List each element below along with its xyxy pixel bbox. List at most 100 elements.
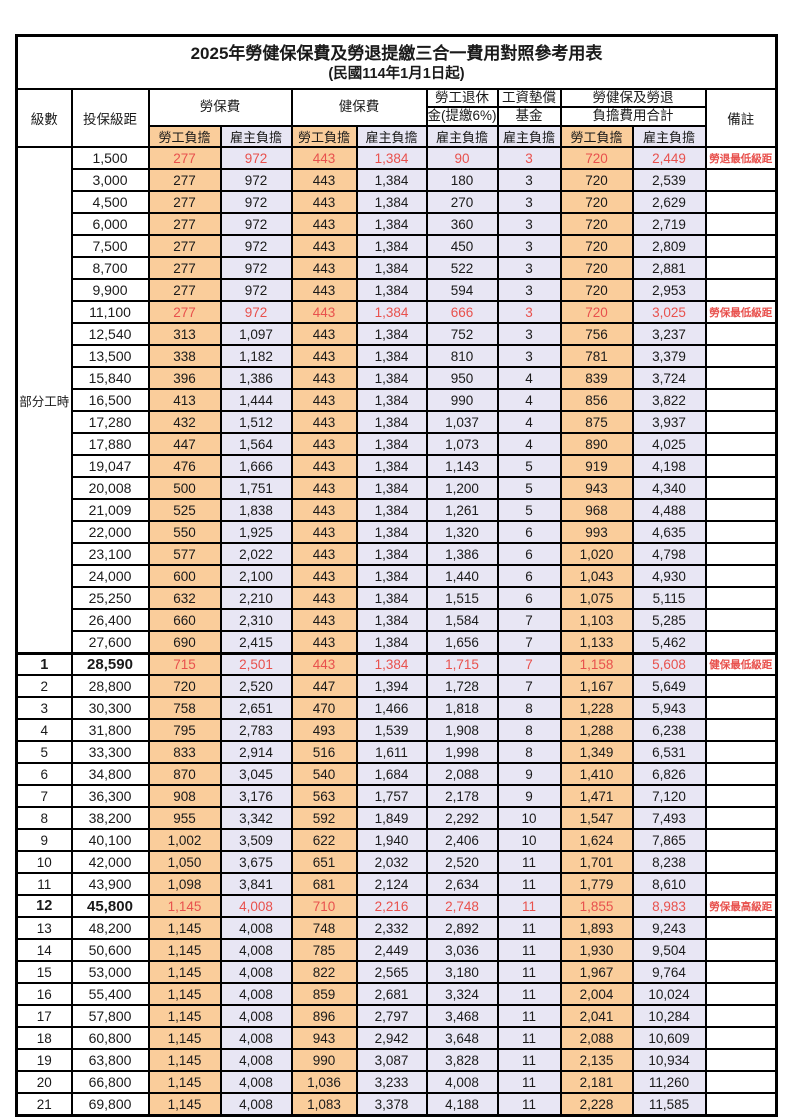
total-employee-cell: 2,088 bbox=[559, 1026, 634, 1051]
health-insurance-employee-cell: 822 bbox=[290, 960, 358, 985]
total-employee-cell: 781 bbox=[559, 344, 634, 369]
total-employer-cell: 2,539 bbox=[631, 168, 707, 193]
labor-insurance-employer-cell: 972 bbox=[219, 146, 293, 171]
health-insurance-employer-cell: 1,384 bbox=[355, 651, 428, 677]
remark-cell bbox=[704, 916, 778, 941]
health-insurance-employee-cell: 651 bbox=[290, 850, 358, 875]
remark-cell bbox=[704, 454, 778, 479]
table-row: 3,000 277 972 443 1,384 180 3 720 2,539 bbox=[17, 168, 778, 193]
pension-employer-cell: 594 bbox=[425, 278, 499, 303]
pension-employer-cell: 1,998 bbox=[425, 740, 499, 765]
remark-cell bbox=[704, 1048, 778, 1073]
total-employee-cell: 720 bbox=[559, 168, 634, 193]
total-employer-cell: 2,881 bbox=[631, 256, 707, 281]
health-insurance-employee-cell: 443 bbox=[290, 190, 358, 215]
health-insurance-employer-cell: 2,032 bbox=[355, 850, 428, 875]
pension-employer-cell: 90 bbox=[425, 146, 499, 171]
labor-insurance-employer-cell: 1,097 bbox=[219, 322, 293, 347]
health-insurance-employer-cell: 3,233 bbox=[355, 1070, 428, 1095]
labor-insurance-employer-cell: 2,022 bbox=[219, 542, 293, 567]
remark-cell bbox=[704, 586, 778, 611]
total-employee-cell: 1,967 bbox=[559, 960, 634, 985]
wage-fund-employer-cell: 3 bbox=[496, 278, 562, 303]
level-cell: 4 bbox=[15, 718, 73, 743]
wage-fund-employer-cell: 7 bbox=[496, 674, 562, 699]
wage-fund-employer-cell: 3 bbox=[496, 190, 562, 215]
health-insurance-employer-cell: 1,394 bbox=[355, 674, 428, 699]
wage-fund-employer-cell: 4 bbox=[496, 366, 562, 391]
labor-insurance-employee-cell: 795 bbox=[147, 718, 222, 743]
health-insurance-employee-cell: 943 bbox=[290, 1026, 358, 1051]
health-insurance-employee-cell: 710 bbox=[290, 894, 358, 919]
labor-insurance-employer-cell: 4,008 bbox=[219, 982, 293, 1007]
remark-cell: 健保最低級距 bbox=[704, 651, 778, 677]
pension-employer-cell: 810 bbox=[425, 344, 499, 369]
labor-insurance-employer-cell: 972 bbox=[219, 234, 293, 259]
table-row: 3 30,300 758 2,651 470 1,466 1,818 8 1,228 5,943 bbox=[15, 696, 778, 721]
table-row: 20 66,800 1,145 4,008 1,036 3,233 4,008 11 2,181… bbox=[15, 1070, 778, 1095]
total-employee-cell: 1,167 bbox=[559, 674, 634, 699]
labor-insurance-employee-cell: 577 bbox=[147, 542, 222, 567]
labor-insurance-employee-cell: 1,050 bbox=[147, 850, 222, 875]
labor-insurance-employer-cell: 2,914 bbox=[219, 740, 293, 765]
total-employee-cell: 1,930 bbox=[559, 938, 634, 963]
total-employer-cell: 10,284 bbox=[631, 1004, 707, 1029]
pension-employer-cell: 3,180 bbox=[425, 960, 499, 985]
labor-insurance-employee-cell: 1,002 bbox=[147, 828, 222, 853]
total-employee-cell: 890 bbox=[559, 432, 634, 457]
total-employer-cell: 11,260 bbox=[631, 1070, 707, 1095]
total-employer-cell: 5,608 bbox=[631, 651, 707, 677]
table-row: 9,900 277 972 443 1,384 594 3 720 2,953 bbox=[17, 278, 778, 303]
health-insurance-employee-cell: 443 bbox=[290, 366, 358, 391]
health-insurance-employer-cell: 2,565 bbox=[355, 960, 428, 985]
health-insurance-employer-cell: 2,797 bbox=[355, 1004, 428, 1029]
bracket-cell: 8,700 bbox=[70, 256, 150, 281]
pension-employer-cell: 1,656 bbox=[425, 630, 499, 655]
remark-cell bbox=[704, 410, 778, 435]
table-row: 6 34,800 870 3,045 540 1,684 2,088 9 1,410 6,826 bbox=[15, 762, 778, 787]
labor-insurance-employee-cell: 870 bbox=[147, 762, 222, 787]
health-insurance-employee-cell: 443 bbox=[290, 586, 358, 611]
bracket-cell: 20,008 bbox=[70, 476, 150, 501]
remark-cell bbox=[704, 520, 778, 545]
pension-employer-cell: 1,908 bbox=[425, 718, 499, 743]
remark-cell bbox=[704, 740, 778, 765]
bracket-cell: 31,800 bbox=[70, 718, 150, 743]
health-insurance-employee-cell: 443 bbox=[290, 476, 358, 501]
remark-cell: 勞保最低級距 bbox=[704, 300, 778, 325]
health-insurance-employee-cell: 443 bbox=[290, 212, 358, 237]
total-employer-cell: 3,937 bbox=[631, 410, 707, 435]
table-row: 22,000 550 1,925 443 1,384 1,320 6 993 4,635 bbox=[17, 520, 778, 545]
total-employer-cell: 4,635 bbox=[631, 520, 707, 545]
wage-fund-employer-cell: 4 bbox=[496, 388, 562, 413]
remark-cell bbox=[704, 1026, 778, 1051]
labor-insurance-employer-cell: 4,008 bbox=[219, 1070, 293, 1095]
health-insurance-employee-cell: 443 bbox=[290, 256, 358, 281]
page-subtitle: (民國114年1月1日起) bbox=[328, 66, 465, 83]
pension-employer-cell: 3,468 bbox=[425, 1004, 499, 1029]
bracket-cell: 3,000 bbox=[70, 168, 150, 193]
total-employee-cell: 720 bbox=[559, 212, 634, 237]
health-insurance-employer-cell: 2,332 bbox=[355, 916, 428, 941]
health-insurance-employee-cell: 443 bbox=[290, 168, 358, 193]
pension-employer-cell: 752 bbox=[425, 322, 499, 347]
bracket-cell: 28,800 bbox=[70, 674, 150, 699]
pension-employer-cell: 1,515 bbox=[425, 586, 499, 611]
bracket-cell: 1,500 bbox=[70, 146, 150, 171]
remark-cell bbox=[704, 190, 778, 215]
total-employee-cell: 2,004 bbox=[559, 982, 634, 1007]
total-employer-cell: 5,943 bbox=[631, 696, 707, 721]
level-cell: 1 bbox=[15, 651, 73, 677]
table-row: 1 28,590 715 2,501 443 1,384 1,715 7 1,158 5,608 健… bbox=[15, 651, 778, 677]
total-employee-cell: 2,041 bbox=[559, 1004, 634, 1029]
labor-insurance-employer-cell: 4,008 bbox=[219, 1048, 293, 1073]
labor-insurance-employee-cell: 833 bbox=[147, 740, 222, 765]
table-row: 16 55,400 1,145 4,008 859 2,681 3,324 11 2,004 10… bbox=[15, 982, 778, 1007]
total-employer-cell: 7,120 bbox=[631, 784, 707, 809]
total-employee-cell: 2,181 bbox=[559, 1070, 634, 1095]
table-row: 8,700 277 972 443 1,384 522 3 720 2,881 bbox=[17, 256, 778, 281]
health-insurance-employee-cell: 443 bbox=[290, 432, 358, 457]
labor-insurance-employer-cell: 1,925 bbox=[219, 520, 293, 545]
wage-fund-employer-cell: 11 bbox=[496, 1070, 562, 1095]
labor-insurance-employee-cell: 277 bbox=[147, 146, 222, 171]
